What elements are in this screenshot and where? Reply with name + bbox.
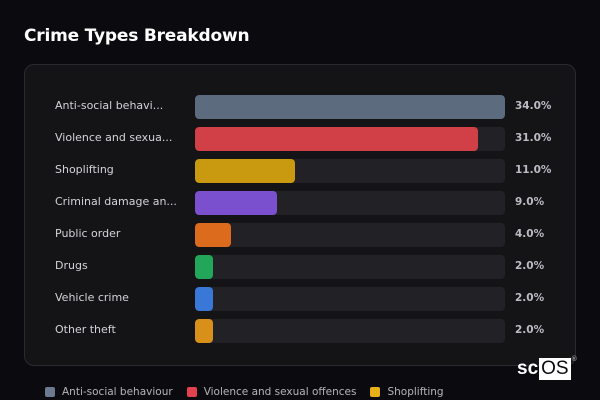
chart-legend: Anti-social behaviour Violence and sexual… — [45, 386, 444, 398]
legend-label: Violence and sexual offences — [203, 386, 357, 398]
legend-swatch-icon — [186, 387, 197, 397]
bar-label: Vehicle crime — [55, 291, 129, 304]
bar-track — [195, 159, 505, 183]
bar-value: 2.0% — [515, 324, 545, 336]
bar-track — [195, 223, 505, 247]
bar-row[interactable]: Public order 4.0% — [25, 223, 575, 247]
bar-fill[interactable] — [195, 95, 505, 119]
watermark-sc: sc — [517, 358, 539, 379]
bar-track — [195, 127, 505, 151]
bar-track — [195, 95, 505, 119]
legend-item[interactable]: Anti-social behaviour — [45, 386, 173, 398]
bar-row[interactable]: Vehicle crime 2.0% — [25, 287, 575, 311]
bar-label: Drugs — [55, 259, 88, 272]
bar-row[interactable]: Shoplifting 11.0% — [25, 159, 575, 183]
bar-fill[interactable] — [195, 319, 214, 343]
bar-fill[interactable] — [195, 159, 296, 183]
bar-fill[interactable] — [195, 223, 232, 247]
registered-icon: ® — [571, 356, 577, 363]
bar-fill[interactable] — [195, 255, 214, 279]
bar-row[interactable]: Other theft 2.0% — [25, 319, 575, 343]
bar-value: 4.0% — [515, 228, 545, 240]
bar-label: Criminal damage an... — [55, 195, 177, 208]
bar-row[interactable]: Anti-social behavi... 34.0% — [25, 95, 575, 119]
bar-value: 9.0% — [515, 196, 545, 208]
bar-label: Other theft — [55, 323, 116, 336]
bar-fill[interactable] — [195, 127, 478, 151]
bar-track — [195, 287, 505, 311]
scos-watermark-logo: sc OS ® — [517, 356, 577, 380]
bar-label: Shoplifting — [55, 163, 114, 176]
watermark-os: OS — [539, 358, 571, 380]
bar-value: 34.0% — [515, 100, 552, 112]
bar-row[interactable]: Drugs 2.0% — [25, 255, 575, 279]
bar-value: 31.0% — [515, 132, 552, 144]
bar-label: Anti-social behavi... — [55, 99, 164, 112]
bar-value: 11.0% — [515, 164, 552, 176]
legend-item[interactable]: Violence and sexual offences — [186, 386, 357, 398]
legend-swatch-icon — [45, 387, 55, 397]
bar-row[interactable]: Criminal damage an... 9.0% — [25, 191, 575, 215]
bar-fill[interactable] — [195, 287, 214, 311]
bar-track — [195, 319, 505, 343]
legend-item[interactable]: Shoplifting — [370, 386, 444, 398]
bar-label: Violence and sexua... — [55, 131, 173, 144]
legend-label: Anti-social behaviour — [62, 386, 173, 398]
bar-track — [195, 191, 505, 215]
bar-fill[interactable] — [195, 191, 278, 215]
bar-row[interactable]: Violence and sexua... 31.0% — [25, 127, 575, 151]
legend-label: Shoplifting — [387, 386, 444, 398]
legend-swatch-icon — [370, 387, 381, 397]
bar-track — [195, 255, 505, 279]
chart-card: Anti-social behavi... 34.0% Violence and s… — [24, 64, 576, 366]
page-title: Crime Types Breakdown — [24, 26, 250, 46]
bar-label: Public order — [55, 227, 121, 240]
bar-value: 2.0% — [515, 292, 545, 304]
bar-value: 2.0% — [515, 260, 545, 272]
